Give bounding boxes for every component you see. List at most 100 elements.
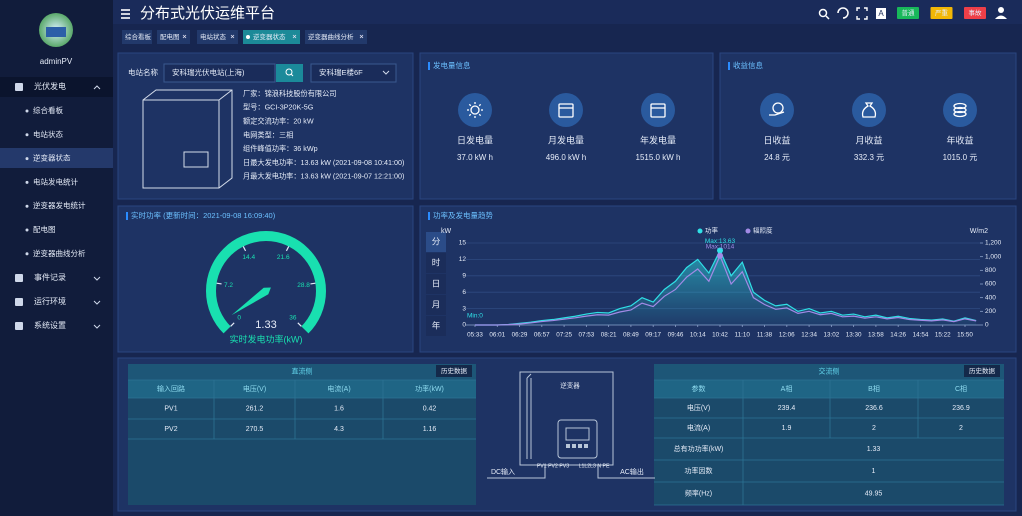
bullet <box>25 133 29 137</box>
tab[interactable] <box>197 30 238 44</box>
icon <box>861 102 877 118</box>
gauge-needle <box>231 287 271 316</box>
icon <box>953 110 967 118</box>
alert-label: 事故 <box>969 8 983 17</box>
user-icon <box>995 15 1007 19</box>
gauge-tick <box>285 246 290 252</box>
title-bar <box>428 212 430 220</box>
gauge-tick-label: 7.2 <box>224 282 233 289</box>
legend-marker <box>745 228 751 234</box>
table-cell: 1.33 <box>867 446 881 453</box>
station-select[interactable] <box>310 63 397 83</box>
station-input[interactable] <box>163 63 276 83</box>
table-title-row <box>654 364 1004 380</box>
gauge-tick-label: 36 <box>289 315 297 322</box>
table-title: 直流侧 <box>292 366 313 375</box>
port-label: PV1 PV2 PV3 <box>537 463 569 469</box>
table-cell: 电流(A) <box>687 423 710 432</box>
table-header: C相 <box>955 384 967 393</box>
gauge-tick <box>297 322 302 327</box>
search-button[interactable] <box>276 64 303 82</box>
font-icon: A <box>878 9 884 18</box>
tab[interactable] <box>122 30 152 44</box>
max-pin <box>717 252 723 259</box>
menu-item[interactable]: 系统设置 <box>34 320 66 330</box>
table-cell: 239.4 <box>778 405 796 412</box>
search-glyph <box>290 73 294 77</box>
font-icon-box[interactable] <box>876 8 886 19</box>
alert-badge[interactable] <box>964 7 986 19</box>
kpi-value: 24.8 元 <box>764 153 790 162</box>
user-icon[interactable] <box>998 7 1004 13</box>
min-annotation: Min:0 <box>467 313 483 320</box>
alert-badge[interactable] <box>930 7 953 19</box>
icon <box>772 102 784 114</box>
chevron <box>93 324 101 329</box>
x-tick-label: 08:49 <box>623 332 639 339</box>
y2-tick-label: 0 <box>985 322 989 329</box>
refresh-icon[interactable] <box>837 7 849 19</box>
submenu-item[interactable]: 综合看板 <box>33 105 63 115</box>
submenu-item[interactable]: 电站状态 <box>33 129 63 139</box>
max-annotation: Max:13.63 <box>705 238 736 245</box>
y-tick-label: 9 <box>462 273 466 280</box>
period-button[interactable] <box>426 253 446 273</box>
menu-item[interactable]: 运行环境 <box>34 296 66 306</box>
alert-label: 普通 <box>902 8 916 17</box>
tab[interactable] <box>157 30 190 44</box>
logo-panel <box>46 27 66 37</box>
title-bar <box>126 212 128 220</box>
station-info: 月最大发电功率：13.63 kW (2021-09-07 12:21:00) <box>243 172 404 181</box>
gauge-tick-label: 14.4 <box>242 254 255 261</box>
inverter-drawing <box>142 89 233 189</box>
submenu-item[interactable]: 逆变器曲线分析 <box>33 248 86 258</box>
period-label: 月 <box>432 299 441 309</box>
tab[interactable] <box>243 30 300 44</box>
bullet <box>25 180 29 184</box>
label: 安科瑞E楼6F <box>319 67 363 77</box>
submenu-item[interactable]: 配电图 <box>33 224 56 234</box>
y2-tick-label: 800 <box>985 267 996 274</box>
submenu-item[interactable]: 电站发电统计 <box>33 176 78 186</box>
legend-label: 功率 <box>705 226 719 235</box>
table-header: B相 <box>868 384 880 393</box>
history-button[interactable] <box>964 365 1000 377</box>
period-button[interactable] <box>426 316 446 336</box>
inverter-box <box>519 371 614 466</box>
kpi-value: 332.3 元 <box>854 153 884 162</box>
y2-tick-label: 1,000 <box>985 253 1002 260</box>
bullet <box>25 252 29 256</box>
menu-item[interactable]: 光伏发电 <box>34 81 66 91</box>
alert-badge[interactable] <box>897 7 919 19</box>
tab-close <box>359 34 364 39</box>
fullscreen-icon[interactable] <box>856 7 868 20</box>
table-cell: 0.42 <box>423 405 437 412</box>
legend-label: 辐照度 <box>753 226 773 235</box>
tab[interactable] <box>305 30 367 44</box>
period-button[interactable] <box>426 274 446 294</box>
y2-axis-label: W/m2 <box>970 228 988 235</box>
port-label: L1L2L3 N PE <box>579 463 610 469</box>
page-title: 分布式光伏运维平台 <box>140 5 275 22</box>
x-tick-label: 07:25 <box>556 332 572 339</box>
period-button[interactable] <box>426 232 446 252</box>
table-cell: 总有功功率(kW) <box>674 444 724 453</box>
gauge-tick-label: 21.6 <box>277 254 290 261</box>
tab-close <box>230 34 235 39</box>
search-glyph <box>285 68 293 76</box>
menu-item[interactable]: 事件记录 <box>34 272 66 282</box>
label: 电站名称 <box>128 67 158 77</box>
submenu-item[interactable]: 逆变器发电统计 <box>33 200 86 210</box>
submenu-item[interactable]: 逆变器状态 <box>33 153 71 163</box>
x-tick-label: 15:22 <box>935 332 951 339</box>
gauge-tick <box>242 246 247 252</box>
title-bar <box>728 62 730 70</box>
history-button[interactable] <box>436 365 472 377</box>
period-button[interactable] <box>426 295 446 315</box>
menu-icon <box>15 83 23 91</box>
x-tick-label: 09:17 <box>645 332 661 339</box>
search-icon[interactable] <box>818 8 828 18</box>
table-header: 功率(kW) <box>415 384 444 393</box>
gauge-tick-label: 0 <box>237 315 241 322</box>
kpi-label: 月收益 <box>855 134 882 145</box>
